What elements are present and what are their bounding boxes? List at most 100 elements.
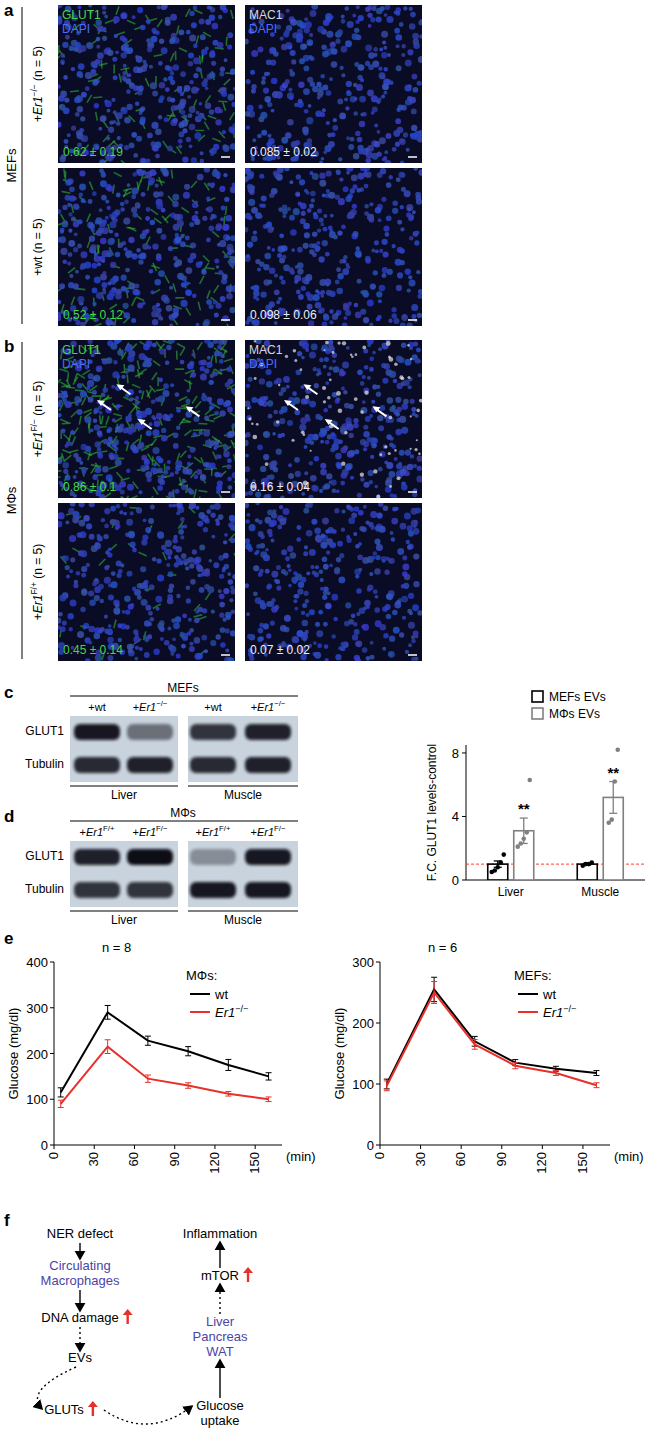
nucleus [63,469,68,474]
nucleus [328,192,335,199]
group-label: MEFs [4,148,19,182]
nucleus [369,322,373,326]
nucleus [213,40,219,46]
nucleus [174,489,179,494]
nucleus [219,410,225,416]
nucleus [158,61,163,66]
nucleus [94,103,99,108]
nucleus [170,14,177,21]
nucleus [287,92,294,99]
nucleus [304,232,310,238]
nucleus [126,47,133,54]
nucleus [413,168,418,171]
nucleus [271,248,275,252]
glut1-signal [212,138,220,141]
nucleus [352,184,357,189]
nucleus [128,237,134,243]
glut1-signal [176,351,178,360]
nucleus [418,169,422,176]
nucleus [369,217,374,222]
nucleus [155,154,160,159]
glut1-signal [145,78,149,86]
nucleus [411,108,417,114]
glut1-signal [182,208,189,213]
glut1-signal [208,116,216,119]
nucleus [134,284,139,289]
nucleus [209,401,213,405]
nucleus [125,268,130,273]
nucleus [389,80,394,85]
nucleus [354,28,359,33]
nucleus [232,472,235,479]
nucleus [73,196,77,200]
nucleus [257,46,263,52]
nucleus [178,29,184,35]
nucleus [102,271,106,275]
nucleus [175,105,180,110]
nucleus [328,225,333,230]
nucleus [279,276,284,281]
nucleus [138,85,144,91]
quantification: 0.085 ± 0.02 [250,145,317,159]
nucleus [94,424,100,430]
nucleus [378,97,382,101]
nucleus [152,91,158,97]
nucleus [182,156,188,162]
nucleus [168,75,173,80]
nucleus [151,122,158,129]
nucleus [380,168,386,174]
text-part: + [31,115,45,122]
nucleus [128,73,132,77]
nucleus [109,238,115,244]
nucleus [152,243,158,249]
nucleus [147,47,152,52]
nucleus [379,249,383,253]
nucleus [200,151,204,155]
nucleus [114,233,118,237]
nucleus [101,282,107,288]
nucleus [68,252,73,257]
glut1-signal [79,416,81,425]
glut1-signal [126,374,128,383]
nucleus [395,34,402,41]
nucleus [416,195,422,201]
nucleus [149,269,154,274]
nucleus [264,72,268,76]
nucleus [80,266,84,270]
nucleus [258,214,263,219]
nucleus [99,208,103,212]
glut1-signal [156,389,165,391]
nucleus [79,74,84,79]
nucleus [71,67,75,71]
glut1-signal [93,324,101,326]
nucleus [150,290,154,294]
nucleus [264,96,271,103]
nucleus [344,6,349,11]
nucleus [170,98,175,103]
nucleus [67,133,71,137]
nucleus [329,309,333,313]
nucleus [177,220,184,227]
glut1-signal [154,54,163,56]
nucleus [331,132,336,137]
nucleus [382,251,388,257]
micrograph-bg [245,5,422,163]
nucleus [210,148,217,155]
nucleus [58,209,61,214]
nucleus [221,91,227,97]
nucleus [420,19,422,23]
nucleus [107,281,111,285]
nucleus [306,291,311,296]
glut1-signal [99,63,108,65]
nucleus [117,136,121,140]
nucleus [394,28,400,34]
glut1-signal [177,344,185,348]
nucleus [101,195,107,201]
nucleus [381,197,386,202]
nucleus [289,95,294,100]
nucleus [196,67,201,72]
nucleus [85,275,90,280]
nucleus [261,130,267,136]
nucleus [102,291,106,295]
row-label: +Er1−/− (n = 5) [29,46,45,122]
